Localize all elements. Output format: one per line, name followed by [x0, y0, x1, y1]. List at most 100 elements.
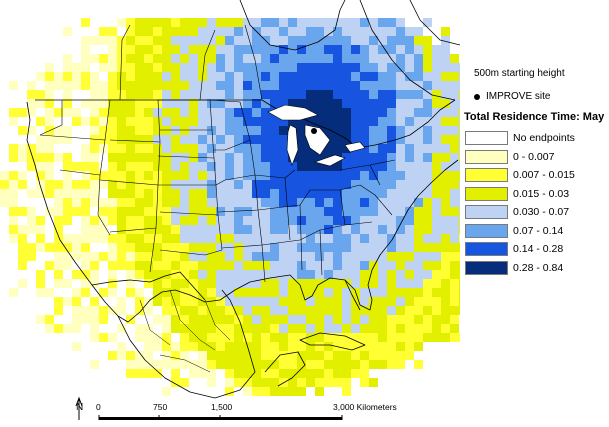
grid-cell [423, 225, 432, 234]
grid-cell [315, 333, 324, 342]
grid-cell [225, 198, 234, 207]
grid-cell [90, 306, 99, 315]
grid-cell [189, 63, 198, 72]
grid-cell [207, 72, 216, 81]
grid-cell [72, 297, 81, 306]
grid-cell [90, 72, 99, 81]
grid-cell [90, 144, 99, 153]
grid-cell [180, 234, 189, 243]
grid-cell [216, 279, 225, 288]
grid-cell [27, 207, 36, 216]
grid-cell [189, 315, 198, 324]
grid-cell [144, 261, 153, 270]
grid-cell [180, 153, 189, 162]
grid-cell [243, 288, 252, 297]
grid-cell [360, 333, 369, 342]
grid-cell [135, 117, 144, 126]
grid-cell [180, 243, 189, 252]
grid-cell [441, 108, 450, 117]
grid-cell [423, 18, 432, 27]
grid-cell [441, 270, 450, 279]
grid-cell [432, 225, 441, 234]
grid-cell [171, 135, 180, 144]
grid-cell [315, 351, 324, 360]
grid-cell [279, 288, 288, 297]
grid-cell [225, 351, 234, 360]
grid-cell [171, 45, 180, 54]
grid-cell [261, 117, 270, 126]
grid-cell [189, 333, 198, 342]
grid-cell [243, 45, 252, 54]
grid-cell [252, 234, 261, 243]
legend-class-label: 0.14 - 0.28 [513, 243, 564, 256]
grid-cell [189, 144, 198, 153]
grid-cell [144, 36, 153, 45]
grid-cell [405, 144, 414, 153]
grid-cell [189, 324, 198, 333]
grid-cell [450, 252, 459, 261]
grid-cell [396, 360, 405, 369]
grid-cell [81, 306, 90, 315]
grid-cell [315, 216, 324, 225]
grid-cell [351, 234, 360, 243]
grid-cell [216, 18, 225, 27]
grid-cell [261, 153, 270, 162]
grid-cell [108, 99, 117, 108]
grid-cell [405, 126, 414, 135]
grid-cell [63, 189, 72, 198]
grid-cell [117, 297, 126, 306]
grid-cell [180, 207, 189, 216]
grid-cell [153, 90, 162, 99]
grid-cell [270, 99, 279, 108]
grid-cell [90, 153, 99, 162]
grid-cell [459, 225, 460, 234]
grid-cell [288, 81, 297, 90]
grid-cell [99, 63, 108, 72]
grid-cell [432, 315, 441, 324]
grid-cell [279, 117, 288, 126]
grid-cell [144, 234, 153, 243]
grid-cell [207, 351, 216, 360]
grid-cell [351, 99, 360, 108]
grid-cell [432, 234, 441, 243]
grid-cell [261, 315, 270, 324]
grid-cell [279, 63, 288, 72]
grid-cell [72, 207, 81, 216]
grid-cell [189, 126, 198, 135]
grid-cell [45, 180, 54, 189]
grid-cell [108, 54, 117, 63]
grid-cell [423, 162, 432, 171]
grid-cell [396, 126, 405, 135]
grid-cell [126, 99, 135, 108]
grid-cell [279, 27, 288, 36]
grid-cell [351, 261, 360, 270]
grid-cell [396, 162, 405, 171]
grid-cell [414, 72, 423, 81]
grid-cell [126, 279, 135, 288]
grid-cell [252, 99, 261, 108]
grid-cell [180, 306, 189, 315]
grid-cell [306, 225, 315, 234]
grid-cell [36, 234, 45, 243]
grid-cell [342, 360, 351, 369]
grid-cell [441, 297, 450, 306]
grid-cell [36, 180, 45, 189]
grid-cell [315, 180, 324, 189]
grid-cell [108, 189, 117, 198]
scale-label-750: 750 [153, 402, 167, 412]
grid-cell [396, 342, 405, 351]
grid-cell [99, 90, 108, 99]
grid-cell [243, 144, 252, 153]
grid-cell [324, 27, 333, 36]
grid-cell [81, 225, 90, 234]
grid-cell [315, 342, 324, 351]
grid-cell [135, 360, 144, 369]
grid-cell [216, 117, 225, 126]
grid-cell [387, 189, 396, 198]
grid-cell [450, 306, 459, 315]
grid-cell [81, 216, 90, 225]
grid-cell [423, 153, 432, 162]
legend-class-label: 0.030 - 0.07 [513, 206, 570, 219]
grid-cell [207, 198, 216, 207]
grid-cell [369, 54, 378, 63]
